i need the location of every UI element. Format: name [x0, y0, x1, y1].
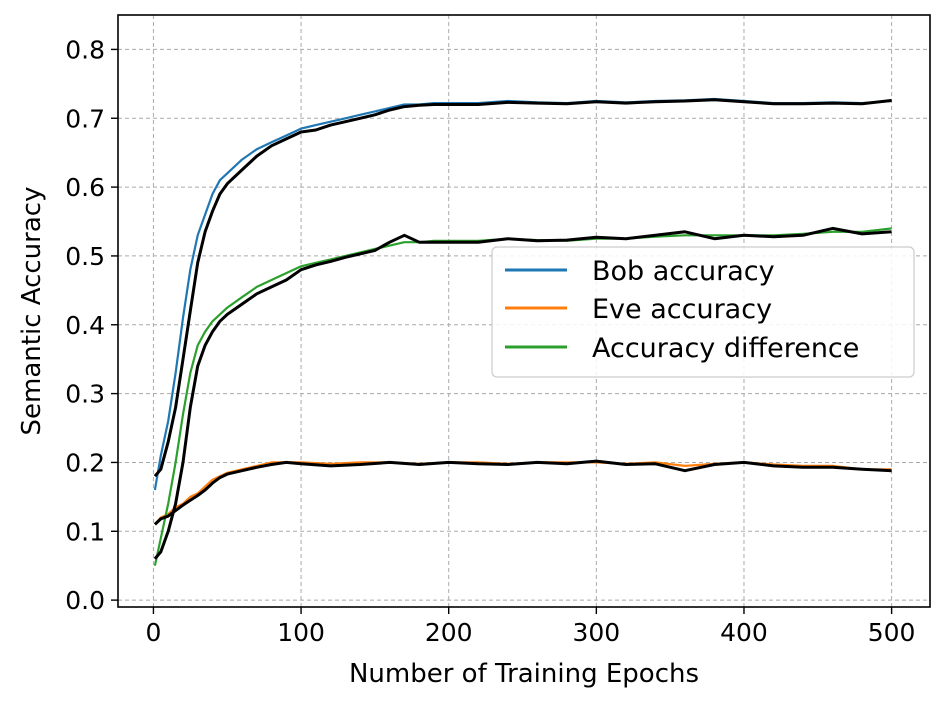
- y-axis-label: Semantic Accuracy: [17, 187, 47, 436]
- y-tick-label: 0.4: [65, 311, 105, 340]
- y-tick-label: 0.3: [65, 380, 105, 409]
- legend-box: [491, 246, 915, 378]
- y-tick-label: 0.1: [65, 517, 105, 546]
- legend-label-bob: Bob accuracy: [592, 256, 775, 287]
- x-tick-label: 0: [145, 618, 161, 647]
- x-tick-label: 100: [277, 618, 325, 647]
- smoothed-line-bob: [153, 98, 892, 478]
- legend-label-difference: Accuracy difference: [592, 333, 859, 364]
- x-tick-label: 200: [425, 618, 473, 647]
- x-tick-label: 300: [572, 618, 620, 647]
- axis-ticks: 0 100 200 300 400 500 0.0 0.1 0.2 0.3 0.4 0.5 0.6 0.7…: [65, 35, 915, 647]
- smoothed-line-eve: [153, 459, 892, 526]
- y-tick-label: 0.5: [65, 242, 105, 271]
- x-axis-label: Number of Training Epochs: [349, 659, 699, 689]
- x-tick-label: 400: [720, 618, 768, 647]
- y-tick-label: 0.2: [65, 448, 105, 477]
- x-tick-label: 500: [868, 618, 916, 647]
- y-tick-label: 0.7: [65, 104, 105, 133]
- smoothed-line-difference: [153, 226, 892, 560]
- y-tick-label: 0.6: [65, 173, 105, 202]
- legend-label-eve: Eve accuracy: [592, 294, 772, 325]
- plot-frame: [117, 14, 931, 608]
- y-tick-label: 0.8: [65, 35, 105, 64]
- legend: Bob accuracy Eve accuracy Accuracy diffe…: [491, 246, 915, 378]
- y-tick-label: 0.0: [65, 586, 105, 615]
- smoothed-lines: [153, 98, 892, 560]
